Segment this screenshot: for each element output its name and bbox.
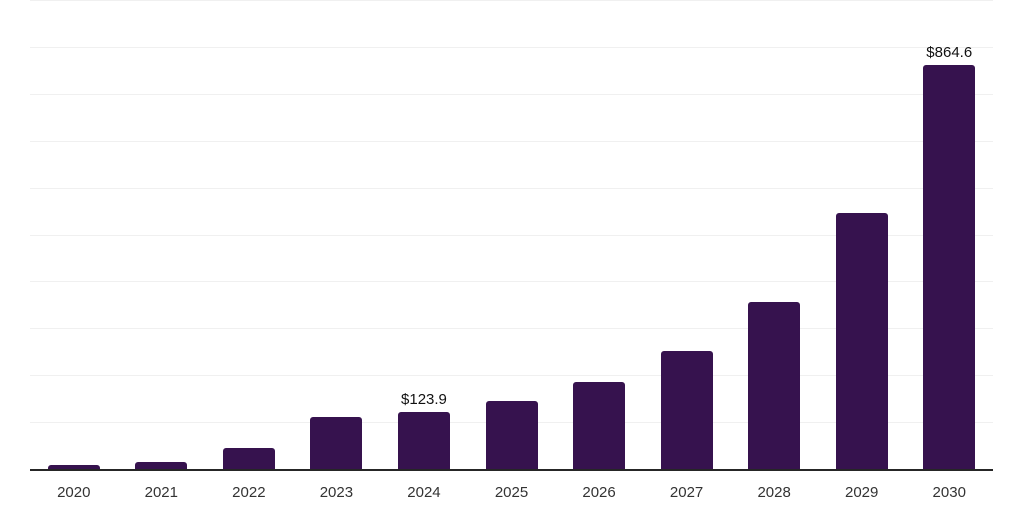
gridline <box>30 328 993 330</box>
gridline <box>30 0 993 1</box>
gridline <box>30 375 993 377</box>
x-tick-label-2023: 2023 <box>319 484 354 501</box>
bar-slot-2022 <box>205 0 293 470</box>
bars-container: $123.9 $864.6 <box>30 0 993 470</box>
bar-slot-2027 <box>643 0 731 470</box>
x-axis-line <box>30 469 993 471</box>
bar-slot-2029 <box>818 0 906 470</box>
x-tick-label-2021: 2021 <box>144 484 178 501</box>
gridline <box>30 46 993 48</box>
bar-slot-2025 <box>468 0 556 470</box>
bar-2027 <box>660 351 713 470</box>
bar-2028 <box>748 301 801 470</box>
bar-2021 <box>135 461 188 470</box>
bar-2026 <box>573 382 626 470</box>
bar-slot-2028 <box>730 0 818 470</box>
gridline <box>30 234 993 236</box>
x-tick-label-2030: 2030 <box>932 484 966 501</box>
x-tick-label-2028: 2028 <box>757 484 791 501</box>
bar-2030 <box>923 64 976 470</box>
gridline <box>30 93 993 95</box>
x-tick-label-2024: 2024 <box>407 484 441 501</box>
x-tick-label-2026: 2026 <box>582 484 616 501</box>
bar-2020 <box>47 465 100 470</box>
bar-slot-2023 <box>293 0 381 470</box>
bar-slot-2021 <box>118 0 206 470</box>
x-tick-label-2027: 2027 <box>669 484 704 501</box>
x-tick-label-2020: 2020 <box>57 484 91 501</box>
bar-value-label-2024: $123.9 <box>401 390 447 408</box>
bar-2023 <box>310 416 363 470</box>
bar-slot-2020 <box>30 0 118 470</box>
bar-slot-2030: $864.6 <box>905 0 993 470</box>
bar-2029 <box>835 213 888 470</box>
bar-2024 <box>397 411 450 470</box>
x-tick-label-2025: 2025 <box>494 484 529 501</box>
bar-slot-2026 <box>555 0 643 470</box>
gridline <box>30 140 993 142</box>
x-tick-label-2022: 2022 <box>232 484 266 501</box>
bar-2025 <box>485 400 538 470</box>
gridline <box>30 187 993 189</box>
gridline <box>30 281 993 283</box>
bar-value-label-2030: $864.6 <box>926 43 973 61</box>
x-tick-label-2029: 2029 <box>845 484 879 501</box>
plot-area: $123.9 $864.6 <box>30 0 993 471</box>
x-axis-labels: 2020 2021 2022 2023 2024 2025 2026 2027 2028 2029… <box>30 485 993 501</box>
bar-2022 <box>222 448 275 470</box>
bar-slot-2024: $123.9 <box>380 0 468 470</box>
